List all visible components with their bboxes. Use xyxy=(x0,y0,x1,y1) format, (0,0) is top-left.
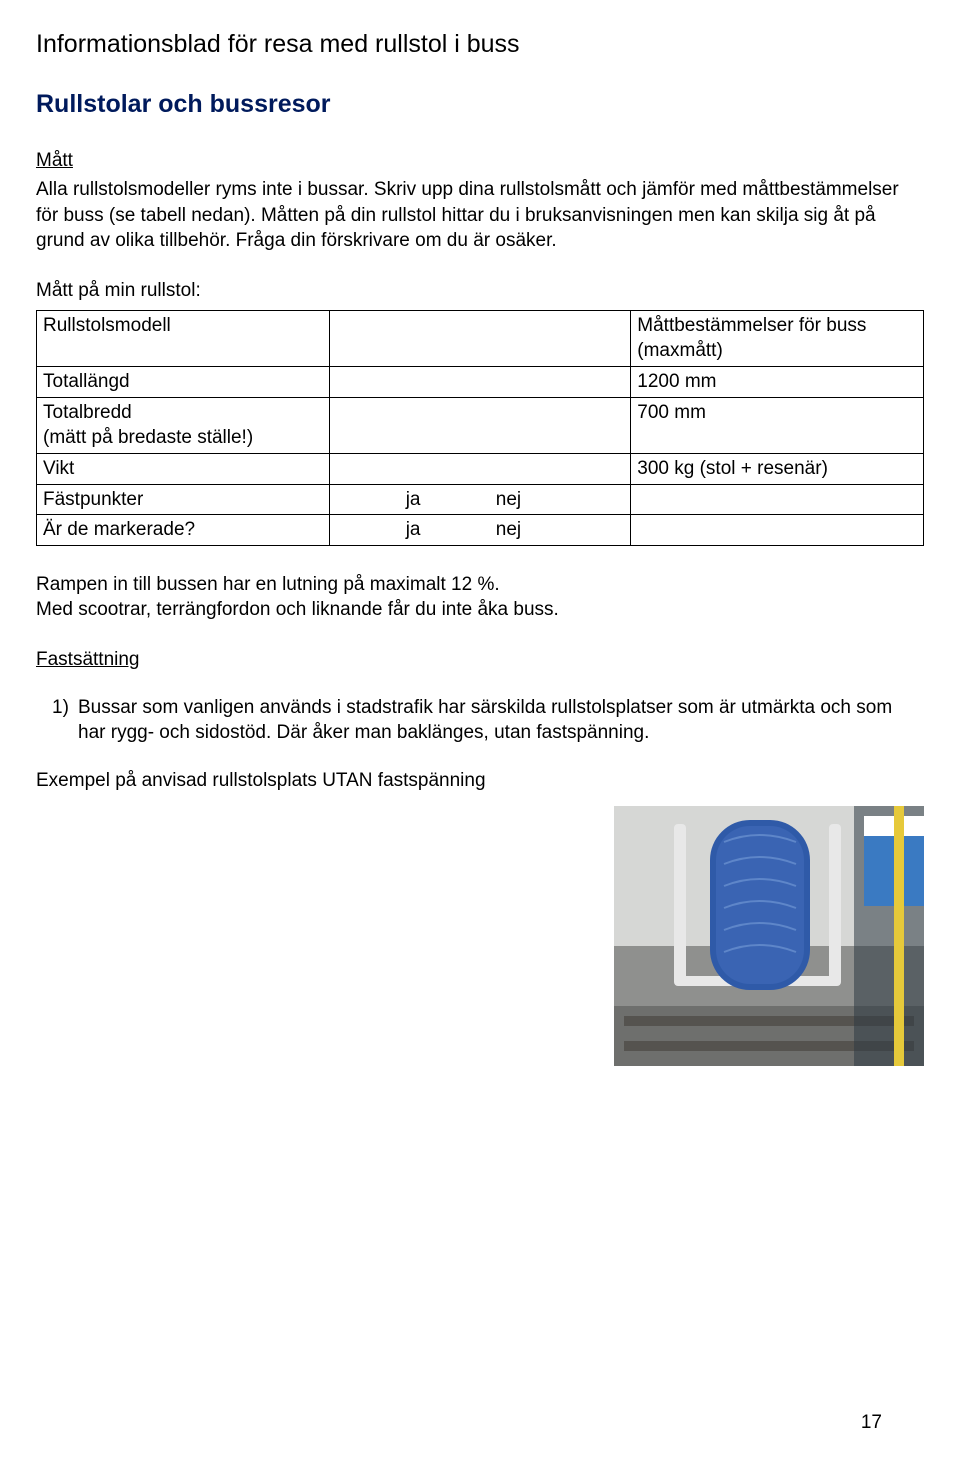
section-heading-measurements: Mått xyxy=(36,148,924,174)
cell-length-label: Totallängd xyxy=(37,366,330,397)
table-row: Vikt 300 kg (stol + resenär) xyxy=(37,453,924,484)
no-label: nej xyxy=(496,517,521,543)
example-caption: Exempel på anvisad rullstolsplats UTAN f… xyxy=(36,768,924,794)
cell-weight-limit: 300 kg (stol + resenär) xyxy=(631,453,924,484)
ramp-line2: Med scootrar, terrängfordon och liknande… xyxy=(36,599,559,620)
yes-label: ja xyxy=(406,517,421,543)
ramp-line1: Rampen in till bussen har en lutning på … xyxy=(36,574,500,595)
cell-marked-right xyxy=(631,515,924,546)
cell-length-limit: 1200 mm xyxy=(631,366,924,397)
cell-marked-yn: ja nej xyxy=(329,515,631,546)
cell-length-value xyxy=(329,366,631,397)
subtitle: Rullstolar och bussresor xyxy=(36,88,924,122)
cell-width-label: Totalbredd (mätt på bredaste ställe!) xyxy=(37,397,330,453)
numbered-list: 1) Bussar som vanligen används i stadstr… xyxy=(36,695,924,746)
cell-weight-label: Vikt xyxy=(37,453,330,484)
cell-limits-header: Måttbestämmelser för buss (maxmått) xyxy=(631,310,924,366)
table-row: Rullstolsmodell Måttbestämmelser för bus… xyxy=(37,310,924,366)
page-number: 17 xyxy=(861,1410,882,1436)
bus-seat-illustration-icon xyxy=(614,806,924,1066)
cell-anchors-right xyxy=(631,484,924,515)
intro-paragraph: Alla rullstolsmodeller ryms inte i bussa… xyxy=(36,177,924,254)
list-number: 1) xyxy=(36,695,78,746)
list-item: 1) Bussar som vanligen används i stadstr… xyxy=(36,695,924,746)
cell-marked-label: Är de markerade? xyxy=(37,515,330,546)
limits-line2: (maxmått) xyxy=(637,340,723,361)
limits-line1: Måttbestämmelser för buss xyxy=(637,315,866,336)
wheelchair-space-photo xyxy=(614,806,924,1066)
table-row: Är de markerade? ja nej xyxy=(37,515,924,546)
measurements-table: Rullstolsmodell Måttbestämmelser för bus… xyxy=(36,310,924,546)
section-heading-fastening: Fastsättning xyxy=(36,647,924,673)
list-body: Bussar som vanligen används i stadstrafi… xyxy=(78,695,924,746)
no-label: nej xyxy=(496,487,521,513)
table-row: Totallängd 1200 mm xyxy=(37,366,924,397)
page-title: Informationsblad för resa med rullstol i… xyxy=(36,28,924,62)
cell-model-value xyxy=(329,310,631,366)
table-row: Fästpunkter ja nej xyxy=(37,484,924,515)
cell-width-value xyxy=(329,397,631,453)
cell-width-limit: 700 mm xyxy=(631,397,924,453)
table-row: Totalbredd (mätt på bredaste ställe!) 70… xyxy=(37,397,924,453)
width-label-l1: Totalbredd xyxy=(43,402,132,423)
cell-model-label: Rullstolsmodell xyxy=(37,310,330,366)
cell-anchors-label: Fästpunkter xyxy=(37,484,330,515)
my-wheelchair-measurements-label: Mått på min rullstol: xyxy=(36,278,924,304)
width-label-l2: (mätt på bredaste ställe!) xyxy=(43,427,253,448)
ramp-paragraph: Rampen in till bussen har en lutning på … xyxy=(36,572,924,623)
cell-anchors-yn: ja nej xyxy=(329,484,631,515)
cell-weight-value xyxy=(329,453,631,484)
yes-label: ja xyxy=(406,487,421,513)
